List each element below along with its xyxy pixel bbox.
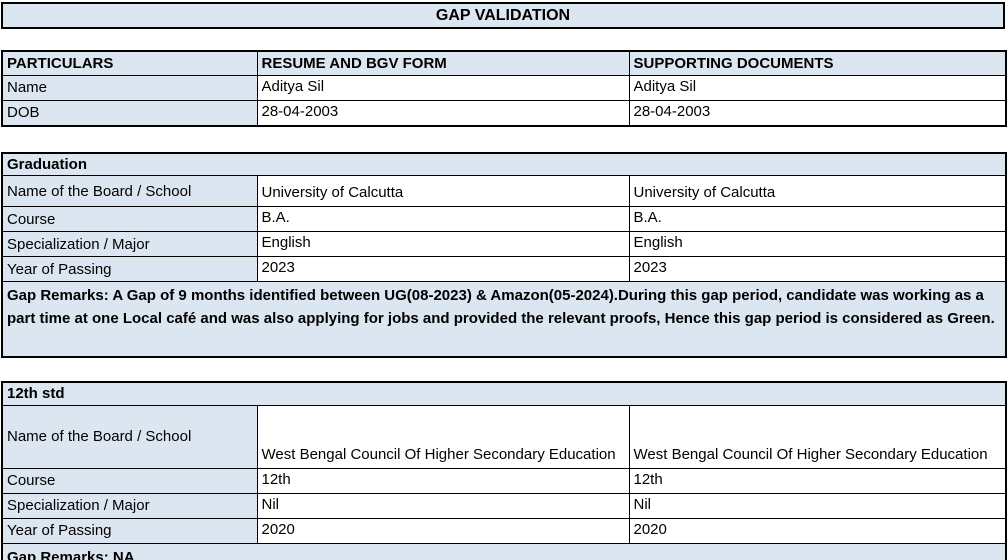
table-row-specialization: Specialization / Major English English — [1, 231, 1007, 257]
graduation-course-supporting-value: B.A. — [628, 206, 1007, 232]
twelfth-year-resume-value: 2020 — [256, 517, 630, 544]
row-label-year-of-passing: Year of Passing — [1, 256, 258, 282]
twelfth-specialization-resume-value: Nil — [256, 492, 630, 519]
row-label-dob: DOB — [1, 99, 258, 126]
graduation-specialization-supporting-value: English — [628, 231, 1007, 257]
row-label-course: Course — [1, 206, 258, 232]
table-row-year-of-passing-12th: Year of Passing 2020 2020 — [1, 517, 1007, 544]
graduation-gap-remarks-row: Gap Remarks: A Gap of 9 months identifie… — [1, 281, 1007, 358]
twelfth-specialization-supporting-value: Nil — [628, 492, 1007, 519]
gap-remarks-graduation: Gap Remarks: A Gap of 9 months identifie… — [1, 281, 1007, 358]
row-label-course-12th: Course — [1, 467, 258, 494]
row-label-specialization: Specialization / Major — [1, 231, 258, 257]
table-row-dob: DOB 28-04-2003 28-04-2003 — [1, 99, 1007, 126]
particulars-table: PARTICULARS RESUME AND BGV FORM SUPPORTI… — [1, 50, 1007, 127]
table-row-year-of-passing: Year of Passing 2023 2023 — [1, 256, 1007, 282]
graduation-year-resume-value: 2023 — [256, 256, 630, 282]
column-header-resume-bgv: RESUME AND BGV FORM — [256, 50, 630, 76]
document-title: GAP VALIDATION — [1, 2, 1005, 29]
row-label-specialization-12th: Specialization / Major — [1, 492, 258, 519]
table-row-course-12th: Course 12th 12th — [1, 467, 1007, 494]
row-label-board-school-12th: Name of the Board / School — [1, 404, 258, 469]
twelfth-board-resume-value: West Bengal Council Of Higher Secondary … — [256, 404, 630, 469]
twelfth-section-header-row: 12th std — [1, 381, 1007, 406]
twelfth-year-supporting-value: 2020 — [628, 517, 1007, 544]
row-label-board-school: Name of the Board / School — [1, 175, 258, 207]
name-supporting-value: Aditya Sil — [628, 74, 1007, 101]
dob-supporting-value: 28-04-2003 — [628, 99, 1007, 126]
graduation-board-supporting-value: University of Calcutta — [628, 175, 1007, 207]
name-resume-value: Aditya Sil — [256, 74, 630, 101]
twelfth-gap-remarks-row: Gap Remarks: NA — [1, 542, 1007, 560]
graduation-year-supporting-value: 2023 — [628, 256, 1007, 282]
twelfth-std-table: 12th std Name of the Board / School West… — [1, 381, 1008, 560]
twelfth-course-supporting-value: 12th — [628, 467, 1007, 494]
graduation-board-resume-value: University of Calcutta — [256, 175, 630, 207]
section-title-graduation: Graduation — [1, 152, 1007, 176]
row-label-year-of-passing-12th: Year of Passing — [1, 517, 258, 544]
table-row-specialization-12th: Specialization / Major Nil Nil — [1, 492, 1007, 519]
twelfth-course-resume-value: 12th — [256, 467, 630, 494]
gap-remarks-12th-std: Gap Remarks: NA — [1, 542, 1007, 560]
particulars-header-row: PARTICULARS RESUME AND BGV FORM SUPPORTI… — [1, 50, 1007, 76]
graduation-section-header-row: Graduation — [1, 152, 1007, 176]
twelfth-board-supporting-value: West Bengal Council Of Higher Secondary … — [628, 404, 1007, 469]
column-header-supporting-docs: SUPPORTING DOCUMENTS — [628, 50, 1007, 76]
row-label-name: Name — [1, 74, 258, 101]
graduation-table: Graduation Name of the Board / School Un… — [1, 151, 1008, 358]
table-row-board-school: Name of the Board / School University of… — [1, 175, 1007, 207]
dob-resume-value: 28-04-2003 — [256, 99, 630, 126]
column-header-particulars: PARTICULARS — [1, 50, 258, 76]
graduation-specialization-resume-value: English — [256, 231, 630, 257]
section-title-12th-std: 12th std — [1, 381, 1007, 406]
table-row-course: Course B.A. B.A. — [1, 206, 1007, 232]
graduation-course-resume-value: B.A. — [256, 206, 630, 232]
table-row-name: Name Aditya Sil Aditya Sil — [1, 74, 1007, 101]
table-row-board-school-12th: Name of the Board / School West Bengal C… — [1, 404, 1007, 469]
